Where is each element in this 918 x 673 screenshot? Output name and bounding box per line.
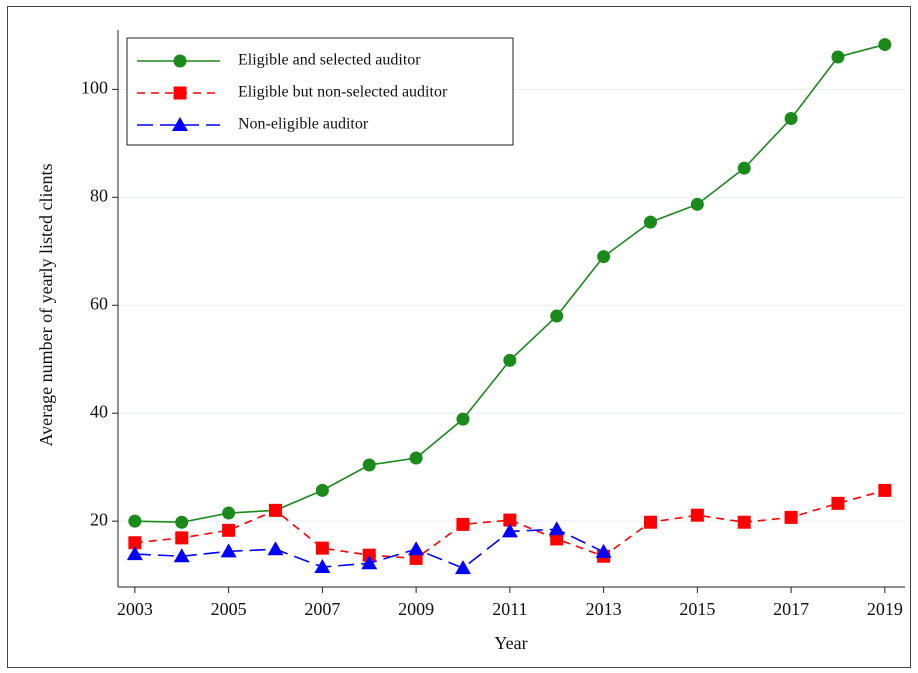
legend-label: Eligible and selected auditor xyxy=(238,52,421,69)
point xyxy=(175,515,189,529)
point xyxy=(315,483,329,497)
point xyxy=(220,543,237,558)
x-tick-label: 2005 xyxy=(211,599,247,619)
legend-marker xyxy=(173,54,187,68)
point xyxy=(690,508,704,522)
point xyxy=(173,548,190,563)
point xyxy=(126,546,143,561)
legend: Eligible and selected auditor Eligible bu… xyxy=(126,37,514,146)
point xyxy=(361,555,378,570)
point xyxy=(737,161,751,175)
x-axis-title: Year xyxy=(494,633,527,653)
point xyxy=(597,250,611,264)
point xyxy=(128,536,142,550)
x-tick-label: 2015 xyxy=(679,599,715,619)
point xyxy=(456,412,470,426)
point xyxy=(222,523,236,537)
point xyxy=(314,559,331,574)
y-tick-label: 100 xyxy=(81,77,108,97)
point xyxy=(267,541,284,556)
x-tick-label: 2009 xyxy=(398,599,434,619)
x-tick-label: 2011 xyxy=(492,599,527,619)
point xyxy=(454,560,471,575)
x-tick-label: 2013 xyxy=(586,599,622,619)
point xyxy=(362,548,376,562)
point xyxy=(222,506,236,520)
x-tick-label: 2007 xyxy=(304,599,340,619)
point xyxy=(595,543,612,558)
series-line xyxy=(134,489,886,560)
point xyxy=(268,503,282,517)
point xyxy=(643,215,657,229)
point xyxy=(503,513,517,527)
point xyxy=(831,496,845,510)
x-tick-label: 2019 xyxy=(867,599,903,619)
y-axis-title: Average number of yearly listed clients xyxy=(36,163,56,446)
point xyxy=(408,541,425,556)
y-tick-label: 20 xyxy=(90,509,108,529)
x-tick-label: 2017 xyxy=(773,599,809,619)
point xyxy=(550,532,564,546)
point xyxy=(503,353,517,367)
point xyxy=(784,510,798,524)
point xyxy=(550,309,564,323)
point xyxy=(456,517,470,531)
point xyxy=(175,531,189,545)
legend-label: Non-eligible auditor xyxy=(238,116,369,133)
point xyxy=(362,458,376,472)
point xyxy=(501,523,518,538)
point xyxy=(878,483,892,497)
legend-marker xyxy=(172,117,188,131)
point xyxy=(643,515,657,529)
point xyxy=(831,50,845,64)
y-tick-label: 60 xyxy=(90,293,108,313)
point xyxy=(409,451,423,465)
point xyxy=(878,38,892,52)
point xyxy=(690,197,704,211)
point xyxy=(128,514,142,528)
point xyxy=(548,521,565,536)
x-tick-label: 2003 xyxy=(117,599,153,619)
point xyxy=(315,541,329,555)
point xyxy=(784,112,798,126)
y-tick-label: 80 xyxy=(90,185,108,205)
y-tick-label: 40 xyxy=(90,401,108,421)
legend-box xyxy=(126,37,514,146)
point xyxy=(737,515,751,529)
legend-label: Eligible but non-selected auditor xyxy=(238,84,448,101)
legend-marker xyxy=(173,86,187,100)
